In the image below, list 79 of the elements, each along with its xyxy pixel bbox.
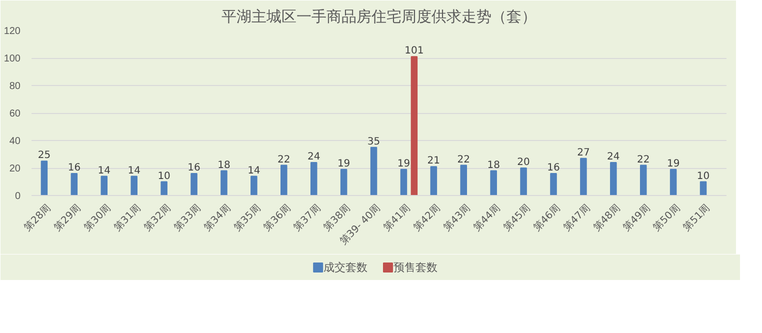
x-tick-label: 第49周 <box>620 202 653 234</box>
bar <box>280 164 288 196</box>
y-tick-label: 100 <box>4 54 21 64</box>
data-label: 35 <box>367 136 380 148</box>
data-label: 14 <box>128 165 140 176</box>
bar <box>40 160 48 196</box>
data-label: 10 <box>158 170 170 182</box>
x-tick-label: 第29周 <box>52 202 84 234</box>
x-tick-label: 第44周 <box>471 202 503 234</box>
bar <box>700 181 707 196</box>
y-tick-label: 0 <box>14 191 21 202</box>
data-label: 101 <box>404 46 424 57</box>
x-tick-label: 第46周 <box>531 202 563 234</box>
bar <box>640 164 647 196</box>
bar <box>460 164 468 196</box>
data-label: 21 <box>427 156 440 167</box>
y-tick-label: 20 <box>9 164 21 174</box>
x-tick-label: 第37周 <box>291 202 323 234</box>
bar <box>410 56 418 196</box>
bar <box>190 173 198 196</box>
legend-label: 成交套数 <box>324 261 368 274</box>
y-tick-label: 60 <box>9 108 21 120</box>
y-tick-label: 40 <box>9 136 21 147</box>
data-label: 25 <box>38 150 51 162</box>
bar <box>370 146 378 196</box>
data-label: 16 <box>188 162 200 174</box>
bar <box>550 173 557 196</box>
x-tick-label: 第51周 <box>680 202 712 234</box>
data-label: 22 <box>637 154 650 166</box>
data-label: 18 <box>487 160 500 171</box>
x-tick-label: 第30周 <box>82 202 114 234</box>
data-label: 16 <box>547 162 560 174</box>
data-label: 22 <box>278 154 290 166</box>
data-label: 19 <box>397 158 410 170</box>
x-tick-label: 第28周 <box>22 202 54 234</box>
data-label: 18 <box>218 160 230 171</box>
bar <box>490 170 497 196</box>
y-tick-label: 120 <box>4 26 21 37</box>
x-tick-label: 第45周 <box>501 202 533 234</box>
bar <box>580 158 587 196</box>
bar <box>220 170 228 196</box>
bar <box>250 176 258 196</box>
x-tick-label: 第36周 <box>261 202 294 234</box>
bar <box>610 162 617 196</box>
data-label: 14 <box>98 165 111 176</box>
y-tick-label: 80 <box>9 81 21 92</box>
x-tick-label: 第34周 <box>201 202 234 234</box>
data-label: 19 <box>666 158 680 170</box>
bar <box>160 181 168 196</box>
bar <box>670 168 677 196</box>
x-tick-label: 第47周 <box>560 202 593 234</box>
data-label: 27 <box>577 147 590 158</box>
data-label: 14 <box>248 165 260 176</box>
legend-label: 预售套数 <box>394 261 438 274</box>
x-tick-label: 第43周 <box>441 202 473 234</box>
bar <box>130 176 138 196</box>
data-label: 24 <box>607 152 620 162</box>
bar <box>310 162 318 196</box>
bar <box>400 168 408 196</box>
x-tick-label: 第32周 <box>142 202 174 234</box>
data-label: 20 <box>517 157 530 168</box>
data-label: 10 <box>696 170 710 182</box>
x-tick-label: 第35周 <box>231 202 264 234</box>
bar <box>70 173 78 196</box>
x-tick-label: 第42周 <box>411 202 443 234</box>
bar <box>520 168 527 196</box>
bar <box>340 168 348 196</box>
data-label: 19 <box>337 158 350 170</box>
x-tick-label: 第48周 <box>590 202 623 234</box>
x-tick-label: 第31周 <box>112 202 144 234</box>
bar <box>430 166 438 196</box>
x-tick-label: 第50周 <box>650 202 682 234</box>
data-label: 16 <box>68 162 81 174</box>
bar <box>100 176 108 196</box>
x-tick-label: 第41周 <box>381 202 413 234</box>
data-label: 24 <box>307 152 320 162</box>
x-tick-label: 第33周 <box>172 202 204 234</box>
chart-title: 平湖主城区一手商品房住宅周度供求走势（套） <box>222 8 536 26</box>
data-label: 22 <box>457 154 470 166</box>
